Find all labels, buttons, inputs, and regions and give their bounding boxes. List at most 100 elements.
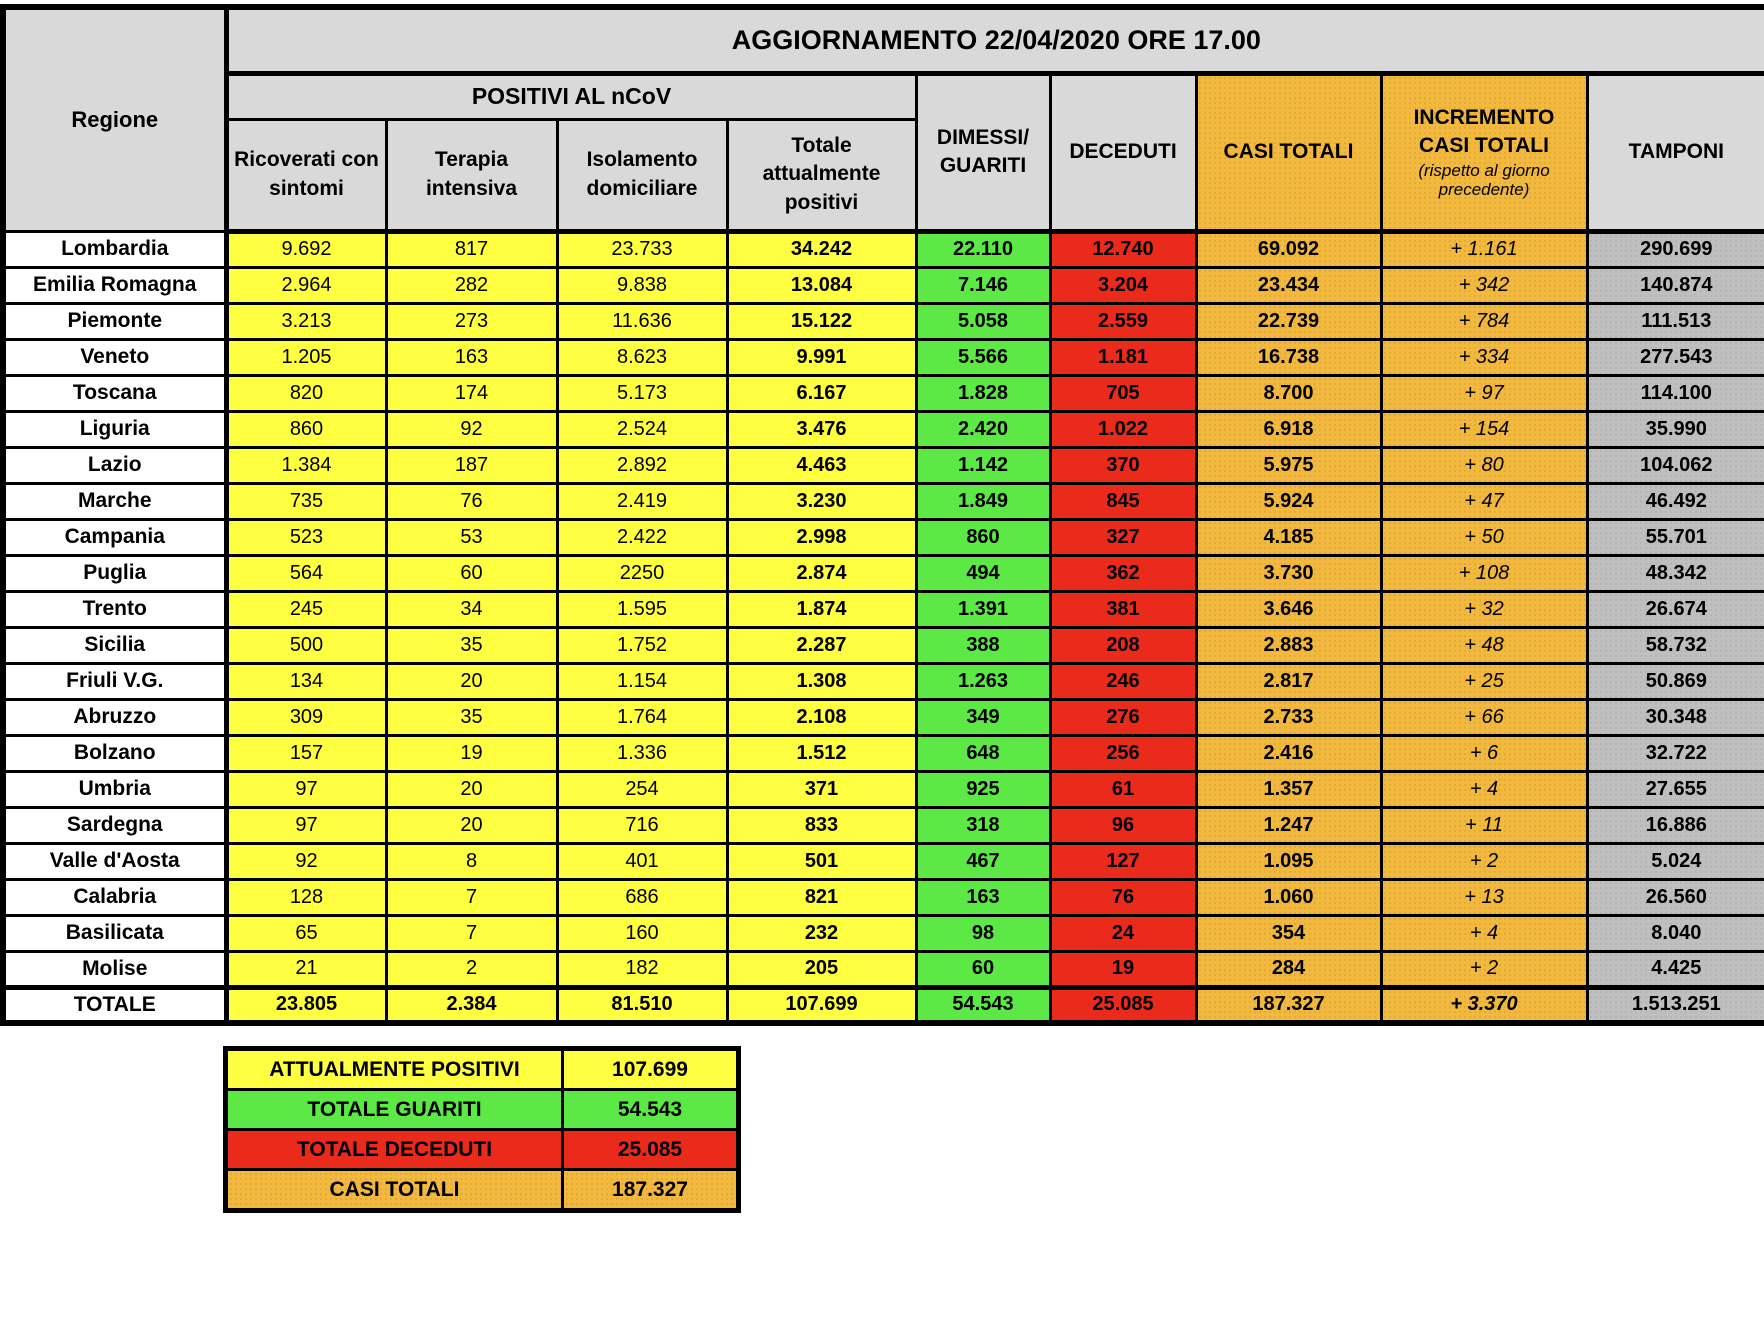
region-row: Lombardia 9.692 817 23.733 34.242 22.110 12.74… (1, 229, 1764, 269)
cell-casi-totali: 22.739 (1194, 301, 1383, 341)
cell-isolamento: 686 (555, 877, 729, 917)
cell-incremento: + 4 (1379, 913, 1589, 953)
cell-deceduti: 127 (1048, 841, 1198, 881)
cell-totale-positivi: 3.230 (725, 481, 918, 521)
cell-ricoverati: 245 (224, 589, 388, 629)
cell-terapia: 35 (384, 697, 559, 737)
summary-row: TOTALE GUARITI 54.543 (224, 1088, 740, 1131)
cell-casi-totali: 5.924 (1194, 481, 1383, 521)
cell-terapia: 20 (384, 805, 559, 845)
region-name-cell: Umbria (1, 769, 229, 809)
region-name-cell: Bolzano (1, 733, 229, 773)
cell-isolamento: 1.336 (555, 733, 729, 773)
cell-incremento: + 11 (1379, 805, 1589, 845)
cell-terapia: 8 (384, 841, 559, 881)
cell-totale-positivi: 2.287 (725, 625, 918, 665)
cell-isolamento: 254 (555, 769, 729, 809)
cell-casi-totali: 284 (1194, 949, 1383, 989)
cell-isolamento: 81.510 (555, 984, 729, 1025)
cell-isolamento: 23.733 (555, 229, 729, 269)
cell-incremento: + 2 (1379, 841, 1589, 881)
cell-tamponi: 290.699 (1585, 229, 1764, 269)
cell-isolamento: 160 (555, 913, 729, 953)
cell-terapia: 20 (384, 769, 559, 809)
cell-totale-positivi: 1.512 (725, 733, 918, 773)
cell-ricoverati: 97 (224, 805, 388, 845)
totale-row: TOTALE 23.805 2.384 81.510 107.699 54.543 25.0… (1, 984, 1764, 1025)
cell-isolamento: 8.623 (555, 337, 729, 377)
cell-deceduti: 256 (1048, 733, 1198, 773)
cell-ricoverati: 735 (224, 481, 388, 521)
cell-casi-totali: 1.060 (1194, 877, 1383, 917)
cell-terapia: 7 (384, 913, 559, 953)
cell-ricoverati: 2.964 (224, 265, 388, 305)
cell-terapia: 60 (384, 553, 559, 593)
cell-dimessi-guariti: 2.420 (914, 409, 1052, 449)
cell-totale-positivi: 1.874 (725, 589, 918, 629)
summary-table-body: ATTUALMENTE POSITIVI 107.699 TOTALE GUARIT… (224, 1047, 740, 1212)
cell-ricoverati: 820 (224, 373, 388, 413)
cell-ricoverati: 157 (224, 733, 388, 773)
column-header-regione: Regione (1, 5, 229, 233)
column-header-tamponi: TAMPONI (1585, 71, 1764, 234)
cell-tamponi: 104.062 (1585, 445, 1764, 485)
cell-tamponi: 55.701 (1585, 517, 1764, 557)
dimessi-label-line2: GUARITI (939, 154, 1027, 177)
summary-row: ATTUALMENTE POSITIVI 107.699 (224, 1047, 740, 1091)
cell-totale-positivi: 1.308 (725, 661, 918, 701)
region-name-cell: Abruzzo (1, 697, 229, 737)
summary-value: 25.085 (561, 1128, 740, 1171)
summary-label: TOTALE DECEDUTI (224, 1128, 564, 1171)
cell-incremento: + 25 (1379, 661, 1589, 701)
cell-deceduti: 208 (1048, 625, 1198, 665)
region-name-cell: Liguria (1, 409, 229, 449)
cell-casi-totali: 354 (1194, 913, 1383, 953)
cell-tamponi: 140.874 (1585, 265, 1764, 305)
cell-totale-positivi: 9.991 (725, 337, 918, 377)
cell-deceduti: 362 (1048, 553, 1198, 593)
summary-table: ATTUALMENTE POSITIVI 107.699 TOTALE GUARIT… (223, 1046, 741, 1213)
cell-ricoverati: 9.692 (224, 229, 388, 269)
region-row: Campania 523 53 2.422 2.998 860 327 4.185 + 50 55… (1, 517, 1764, 557)
region-name-cell: Veneto (1, 337, 229, 377)
region-row: Friuli V.G. 134 20 1.154 1.308 1.263 246 2.817 +… (1, 661, 1764, 701)
cell-totale-positivi: 205 (725, 949, 918, 989)
summary-value: 187.327 (561, 1168, 740, 1212)
cell-terapia: 35 (384, 625, 559, 665)
region-name-cell: Piemonte (1, 301, 229, 341)
cell-dimessi-guariti: 467 (914, 841, 1052, 881)
cell-ricoverati: 3.213 (224, 301, 388, 341)
region-row: Liguria 860 92 2.524 3.476 2.420 1.022 6.918 + 1… (1, 409, 1764, 449)
cell-dimessi-guariti: 7.146 (914, 265, 1052, 305)
incremento-note: (rispetto al giorno precedente) (1418, 160, 1550, 200)
cell-ricoverati: 523 (224, 517, 388, 557)
cell-terapia: 817 (384, 229, 559, 269)
cell-ricoverati: 1.384 (224, 445, 388, 485)
region-row: Sicilia 500 35 1.752 2.287 388 208 2.883 + 48 58.… (1, 625, 1764, 665)
cell-isolamento: 9.838 (555, 265, 729, 305)
cell-isolamento: 182 (555, 949, 729, 989)
cell-ricoverati: 564 (224, 553, 388, 593)
cell-casi-totali: 1.357 (1194, 769, 1383, 809)
cell-deceduti: 1.181 (1048, 337, 1198, 377)
region-row: Veneto 1.205 163 8.623 9.991 5.566 1.181 16.738… (1, 337, 1764, 377)
cell-casi-totali: 3.646 (1194, 589, 1383, 629)
cell-deceduti: 381 (1048, 589, 1198, 629)
cell-tamponi: 48.342 (1585, 553, 1764, 593)
region-row: Abruzzo 309 35 1.764 2.108 349 276 2.733 + 66 30.… (1, 697, 1764, 737)
region-name-cell: Calabria (1, 877, 229, 917)
cell-deceduti: 24 (1048, 913, 1198, 953)
cell-terapia: 273 (384, 301, 559, 341)
cell-totale-positivi: 821 (725, 877, 918, 917)
cell-isolamento: 2.422 (555, 517, 729, 557)
region-name-cell: Lazio (1, 445, 229, 485)
cell-terapia: 19 (384, 733, 559, 773)
cell-incremento: + 154 (1379, 409, 1589, 449)
dimessi-label-line1: DIMESSI/ (936, 125, 1030, 149)
incremento-label-line2: CASI TOTALI (1419, 134, 1549, 158)
column-header-casi-totali: CASI TOTALI (1194, 71, 1383, 234)
cell-isolamento: 401 (555, 841, 729, 881)
cell-deceduti: 370 (1048, 445, 1198, 485)
cell-totale-positivi: 2.108 (725, 697, 918, 737)
cell-totale-positivi: 371 (725, 769, 918, 809)
